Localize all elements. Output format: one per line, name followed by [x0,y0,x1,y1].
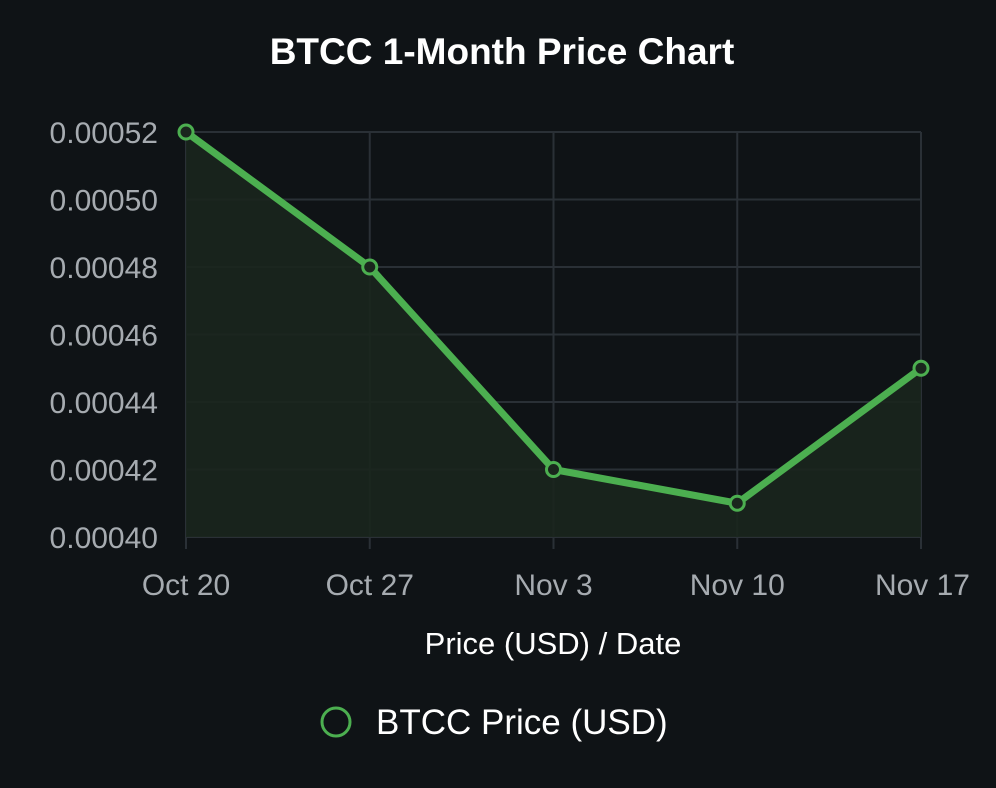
y-tick-label-1: 0.00050 [50,185,158,218]
legend[interactable]: BTCC Price (USD) [320,703,668,742]
data-point-3 [728,494,746,512]
x-tick-label-2: Nov 3 [514,569,592,602]
x-tick-label-3: Nov 10 [690,569,785,602]
y-tick-label-3: 0.00046 [50,320,158,353]
data-points [177,123,930,512]
y-tick-label-2: 0.00048 [50,252,158,285]
x-tick-label-4: Nov 17 [875,569,970,602]
x-tick-label-0: Oct 20 [142,569,230,602]
x-axis-label: Price (USD) / Date [425,626,682,661]
x-axis-ticks: Oct 20 Oct 27 Nov 3 Nov 10 Nov 17 [142,569,970,602]
series-area-fill [186,132,921,537]
legend-label: BTCC Price (USD) [376,703,668,742]
x-tick-label-1: Oct 27 [326,569,414,602]
data-point-1 [361,258,379,276]
y-tick-label-0: 0.00052 [50,117,158,150]
y-tick-label-4: 0.00044 [50,387,158,420]
data-point-4 [912,359,930,377]
legend-marker-icon [320,706,352,738]
data-point-2 [545,461,562,478]
y-tick-label-5: 0.00042 [50,455,158,488]
y-axis-ticks: 0.00052 0.00050 0.00048 0.00046 0.00044 0.000… [50,117,158,555]
chart-title: BTCC 1-Month Price Chart [270,31,735,72]
data-point-0 [177,123,195,141]
y-tick-label-6: 0.00040 [50,522,158,555]
